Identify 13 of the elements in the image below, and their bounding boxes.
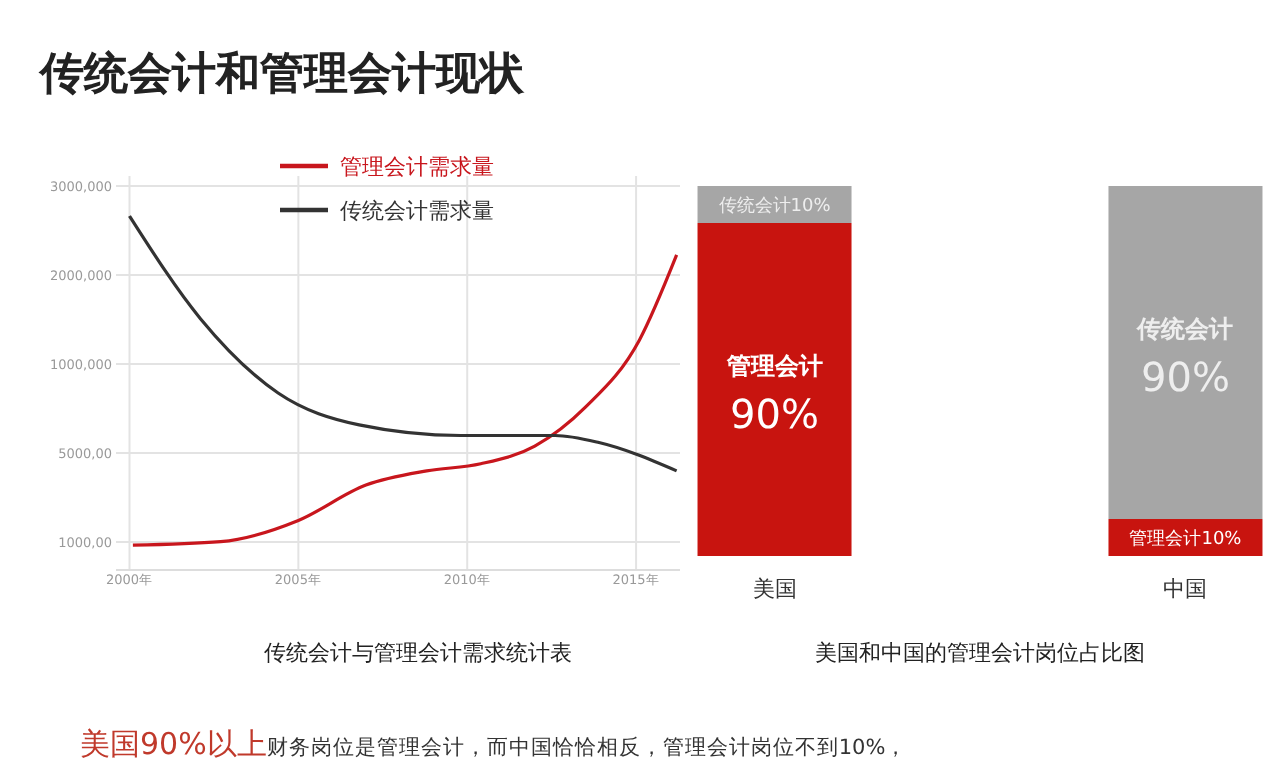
data-label: 管理会计 90%	[724, 351, 823, 438]
data-label: 传统会计10%	[718, 194, 832, 217]
data-label: 管理会计10%	[1129, 527, 1243, 550]
text: 美国90%以上	[80, 726, 267, 762]
legend-label: 管理会计需求量	[340, 153, 494, 180]
data-label: 传统会计 90%	[1135, 314, 1234, 401]
x-tick-label: 美国	[752, 576, 797, 602]
text: 财务岗位是管理会计，而中国恰恰相反，管理会计岗位不到10%，	[266, 734, 908, 760]
x-tick-label: 中国	[1163, 576, 1208, 602]
legend-label: 传统会计需求量	[340, 197, 494, 224]
x-axis-title: 美国和中国的管理会计岗位占比图	[815, 640, 1145, 666]
x-axis-title: 传统会计与管理会计需求统计表	[264, 640, 572, 666]
chart-title: 传统会计和管理会计现状	[38, 48, 526, 100]
